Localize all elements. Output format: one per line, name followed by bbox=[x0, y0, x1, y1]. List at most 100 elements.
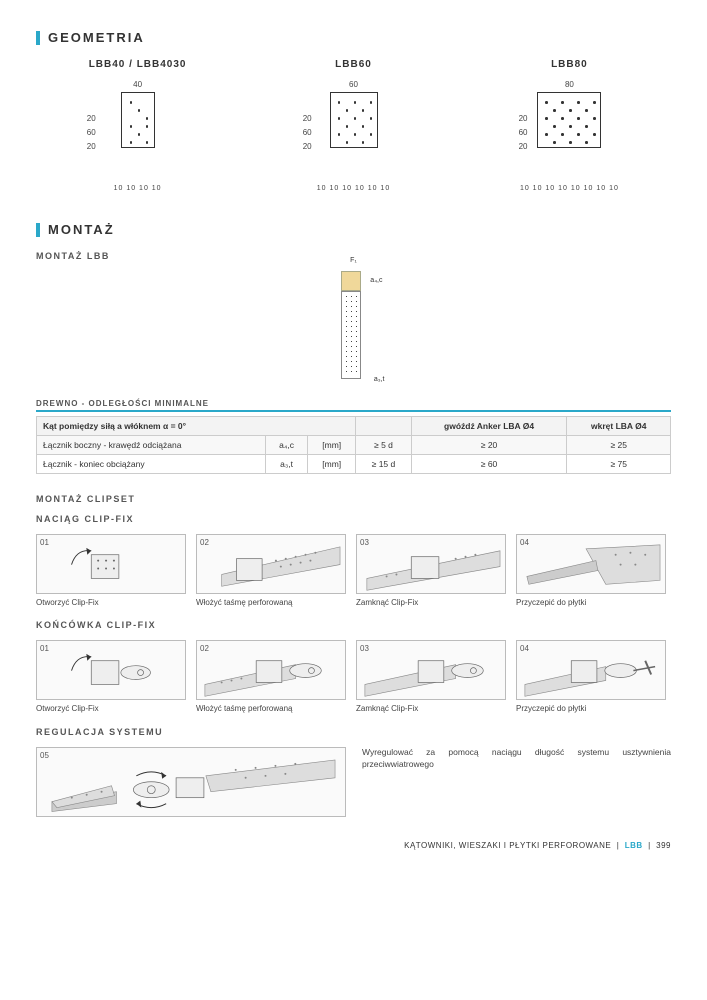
cell-v3: ≥ 25 bbox=[567, 436, 671, 455]
vertical-strip: F₁ a₄,c a₃,t bbox=[341, 271, 367, 381]
clip-open-icon bbox=[37, 535, 185, 594]
hole-icon bbox=[553, 109, 556, 112]
cell-v2: ≥ 60 bbox=[411, 455, 567, 474]
hole-icon bbox=[138, 133, 141, 136]
hole-icon bbox=[146, 125, 149, 128]
hole-icon bbox=[370, 117, 373, 120]
hole-icon bbox=[545, 133, 548, 136]
step-box: 03 bbox=[356, 640, 506, 700]
th-col2: gwóźdź Anker LBA Ø4 bbox=[411, 417, 567, 436]
step-caption: Włożyć taśmę perforowaną bbox=[196, 704, 346, 714]
geo-name: LBB80 bbox=[468, 59, 671, 70]
geometry-row: LBB40 / LBB4030 40 20 60 20 10 10 10 10 … bbox=[36, 59, 671, 192]
hole-icon bbox=[585, 141, 588, 144]
footer-category: KĄTOWNIKI, WIESZAKI I PŁYTKI PERFOROWANE bbox=[404, 841, 611, 850]
step-caption: Zamknąć Clip-Fix bbox=[356, 598, 506, 608]
cell-v2: ≥ 20 bbox=[411, 436, 567, 455]
hole-icon bbox=[338, 117, 341, 120]
step-caption: Otworzyć Clip-Fix bbox=[36, 598, 186, 608]
th-empty bbox=[356, 417, 411, 436]
step-box: 01 bbox=[36, 640, 186, 700]
hole-icon bbox=[585, 125, 588, 128]
hole-icon bbox=[577, 133, 580, 136]
regulation-text: Wyregulować za pomocą naciągu długość sy… bbox=[362, 747, 671, 817]
hole-icon bbox=[362, 109, 365, 112]
label-a3t: a₃,t bbox=[374, 376, 385, 383]
subtitle-clipset: MONTAŻ CLIPSET bbox=[36, 494, 671, 504]
montaz-figure: F₁ a₄,c a₃,t bbox=[36, 271, 671, 381]
geo-rect bbox=[121, 92, 155, 148]
cell-unit: [mm] bbox=[308, 436, 356, 455]
cell-v1: ≥ 15 d bbox=[356, 455, 411, 474]
hole-icon bbox=[346, 141, 349, 144]
step: 01 Otworzyć Clip-Fix bbox=[36, 640, 186, 714]
perforated-strip bbox=[341, 291, 361, 379]
hole-icon bbox=[362, 141, 365, 144]
geo-fig: 20 60 20 bbox=[252, 92, 455, 182]
table-title: DREWNO - ODLEGŁOŚCI MINIMALNE bbox=[36, 399, 671, 412]
step-box: 05 bbox=[36, 747, 346, 817]
geo-top: 40 bbox=[36, 80, 239, 89]
hole-icon bbox=[553, 125, 556, 128]
steps-row-2: 01 Otworzyć Clip-Fix 02 Włożyć taśmę per… bbox=[36, 640, 671, 714]
step-caption: Włożyć taśmę perforowaną bbox=[196, 598, 346, 608]
hole-icon bbox=[561, 101, 564, 104]
geo-side: 20 60 20 bbox=[87, 112, 96, 154]
geo-col-2: LBB80 80 20 60 20 10 10 10 10 10 10 10 1… bbox=[468, 59, 671, 192]
steps-row-1: 01 Otworzyć Clip-Fix 02 Włożyć taśmę per… bbox=[36, 534, 671, 608]
hole-icon bbox=[362, 125, 365, 128]
geo-bottom: 10 10 10 10 10 10 10 10 bbox=[468, 185, 671, 192]
cell-label: Łącznik - koniec obciążany bbox=[37, 455, 266, 474]
clip-close-icon bbox=[357, 535, 505, 594]
hole-icon bbox=[577, 117, 580, 120]
step: 05 bbox=[36, 747, 346, 817]
attach-plate-icon bbox=[517, 535, 665, 594]
table-row: Łącznik - koniec obciążany a₃,t [mm] ≥ 1… bbox=[37, 455, 671, 474]
hole-icon bbox=[130, 125, 133, 128]
group3-title: REGULACJA SYSTEMU bbox=[36, 727, 671, 737]
hole-icon bbox=[130, 141, 133, 144]
step: 01 Otworzyć Clip-Fix bbox=[36, 534, 186, 608]
step: 02 Włożyć taśmę perforowaną bbox=[196, 640, 346, 714]
strip-insert-icon bbox=[197, 641, 345, 700]
geo-fig: 20 60 20 bbox=[36, 92, 239, 182]
geo-bottom: 10 10 10 10 10 10 bbox=[252, 185, 455, 192]
table-row: Łącznik boczny - krawędź odciążana a₄,c … bbox=[37, 436, 671, 455]
hole-icon bbox=[569, 141, 572, 144]
hole-icon bbox=[346, 125, 349, 128]
step: 03 Zamknąć Clip-Fix bbox=[356, 534, 506, 608]
step: 03 Zamknąć Clip-Fix bbox=[356, 640, 506, 714]
th-span: Kąt pomiędzy siłą a włóknem α = 0° bbox=[37, 417, 356, 436]
hole-icon bbox=[593, 117, 596, 120]
geo-rect bbox=[330, 92, 378, 148]
step-box: 01 bbox=[36, 534, 186, 594]
hole-icon bbox=[146, 117, 149, 120]
page-footer: KĄTOWNIKI, WIESZAKI I PŁYTKI PERFOROWANE… bbox=[36, 841, 671, 850]
hole-icon bbox=[569, 125, 572, 128]
geo-top: 80 bbox=[468, 80, 671, 89]
cell-v1: ≥ 5 d bbox=[356, 436, 411, 455]
hole-icon bbox=[146, 141, 149, 144]
hole-icon bbox=[593, 101, 596, 104]
hole-icon bbox=[130, 101, 133, 104]
hole-icon bbox=[553, 141, 556, 144]
step-box: 03 bbox=[356, 534, 506, 594]
section-title-montaz: MONTAŻ bbox=[36, 222, 671, 237]
geo-top: 60 bbox=[252, 80, 455, 89]
group1-title: NACIĄG CLIP-FIX bbox=[36, 514, 671, 524]
section-title-text: GEOMETRIA bbox=[48, 30, 145, 45]
attach-plate-icon bbox=[517, 641, 665, 700]
geo-side: 20 60 20 bbox=[303, 112, 312, 154]
step: 02 Włożyć taśmę perforowaną bbox=[196, 534, 346, 608]
wood-block bbox=[341, 271, 361, 291]
geo-rect bbox=[537, 92, 601, 148]
geo-col-1: LBB60 60 20 60 20 10 10 10 10 10 10 bbox=[252, 59, 455, 192]
cell-unit: [mm] bbox=[308, 455, 356, 474]
hole-icon bbox=[354, 117, 357, 120]
hole-icon bbox=[354, 101, 357, 104]
hole-icon bbox=[545, 101, 548, 104]
adjust-system-icon bbox=[37, 748, 345, 817]
section-title-text: MONTAŻ bbox=[48, 222, 115, 237]
clip-open-icon bbox=[37, 641, 185, 700]
accent-bar bbox=[36, 223, 40, 237]
